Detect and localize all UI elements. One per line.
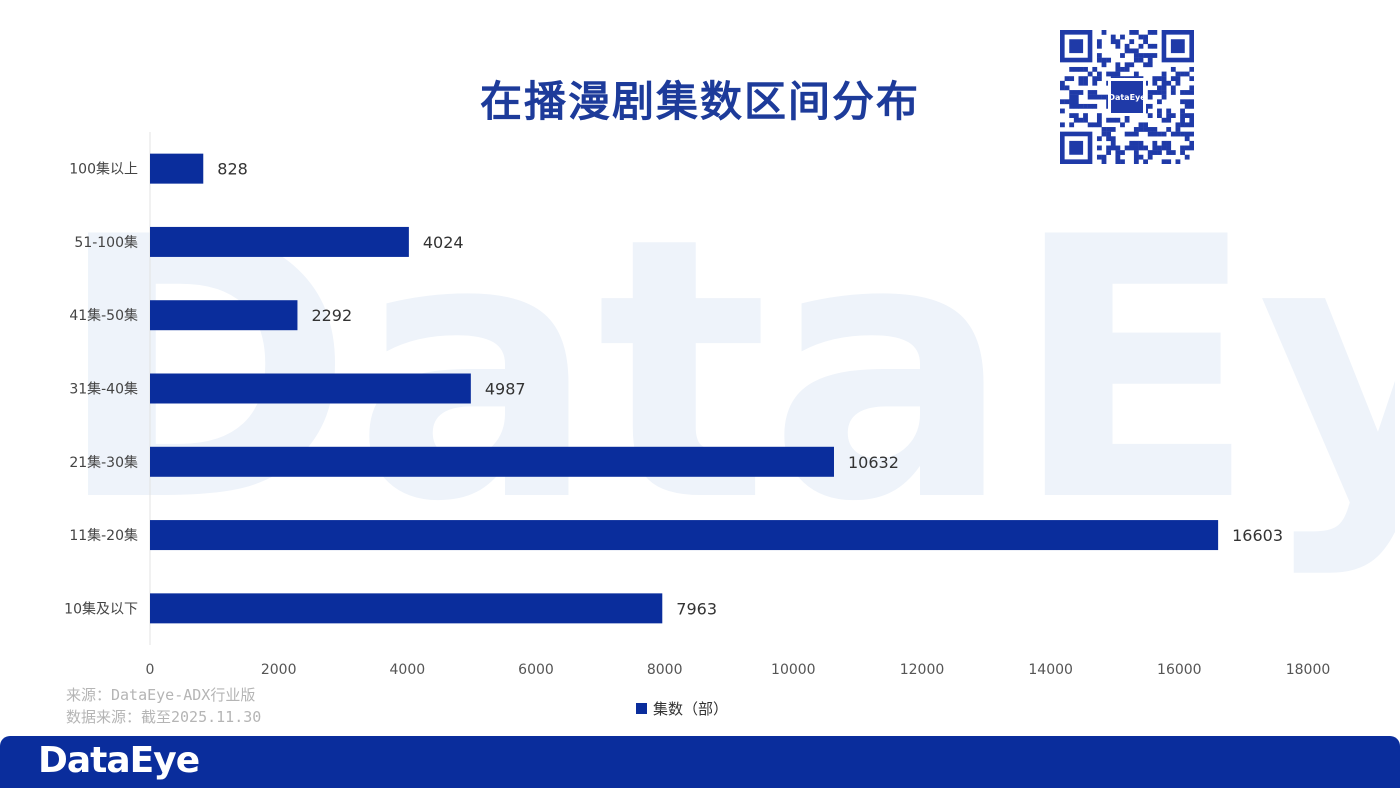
x-tick-label: 6000 bbox=[518, 662, 554, 678]
qr-finder bbox=[1170, 39, 1185, 54]
footer-logo: DataEye bbox=[38, 740, 200, 781]
data-label: 4987 bbox=[485, 380, 526, 399]
bar bbox=[150, 520, 1219, 551]
data-label: 4024 bbox=[423, 233, 464, 252]
x-tick-label: 14000 bbox=[1028, 662, 1073, 678]
footer-bar: DataEye bbox=[0, 736, 1400, 788]
category-label: 31集-40集 bbox=[69, 381, 138, 398]
bar-chart: 100集以上 828 51-100集 4024 41集-50集 2292 31集-40集 49… bbox=[64, 132, 1331, 678]
legend: 集数（部） bbox=[636, 698, 728, 719]
x-tick-label: 2000 bbox=[261, 662, 297, 678]
bar bbox=[150, 446, 834, 477]
category-label: 51-100集 bbox=[74, 234, 138, 251]
bar bbox=[150, 226, 409, 257]
chart-title: 在播漫剧集数区间分布 bbox=[479, 77, 920, 126]
data-label: 828 bbox=[217, 160, 248, 179]
category-label: 21集-30集 bbox=[69, 454, 138, 471]
bar bbox=[150, 373, 471, 404]
bar bbox=[150, 153, 204, 184]
x-tick-label: 0 bbox=[146, 662, 155, 678]
source-line-2: 数据来源：截至2025.11.30 bbox=[66, 708, 262, 726]
x-tick-label: 12000 bbox=[900, 662, 945, 678]
legend-label: 集数（部） bbox=[653, 700, 729, 718]
x-tick-label: 18000 bbox=[1286, 662, 1331, 678]
qr-finder bbox=[1069, 140, 1084, 155]
bar bbox=[150, 300, 298, 331]
x-tick-label: 10000 bbox=[771, 662, 816, 678]
x-tick-label: 8000 bbox=[647, 662, 683, 678]
source-line-1: 来源：DataEye-ADX行业版 bbox=[66, 686, 256, 704]
x-tick-label: 16000 bbox=[1157, 662, 1202, 678]
qr-finder bbox=[1069, 39, 1084, 54]
category-label: 10集及以下 bbox=[64, 600, 138, 617]
category-label: 11集-20集 bbox=[69, 527, 138, 544]
data-label: 2292 bbox=[311, 306, 352, 325]
data-label: 7963 bbox=[676, 599, 717, 618]
legend-swatch bbox=[636, 703, 647, 714]
data-label: 16603 bbox=[1232, 526, 1283, 545]
bar bbox=[150, 593, 663, 624]
qr-code: DataEye bbox=[1060, 30, 1195, 165]
data-label: 10632 bbox=[848, 453, 899, 472]
category-label: 41集-50集 bbox=[69, 307, 138, 324]
category-label: 100集以上 bbox=[69, 161, 138, 178]
x-tick-label: 4000 bbox=[390, 662, 426, 678]
qr-logo: DataEye bbox=[1108, 78, 1146, 116]
source-note: 来源：DataEye-ADX行业版 数据来源：截至2025.11.30 bbox=[66, 684, 261, 728]
